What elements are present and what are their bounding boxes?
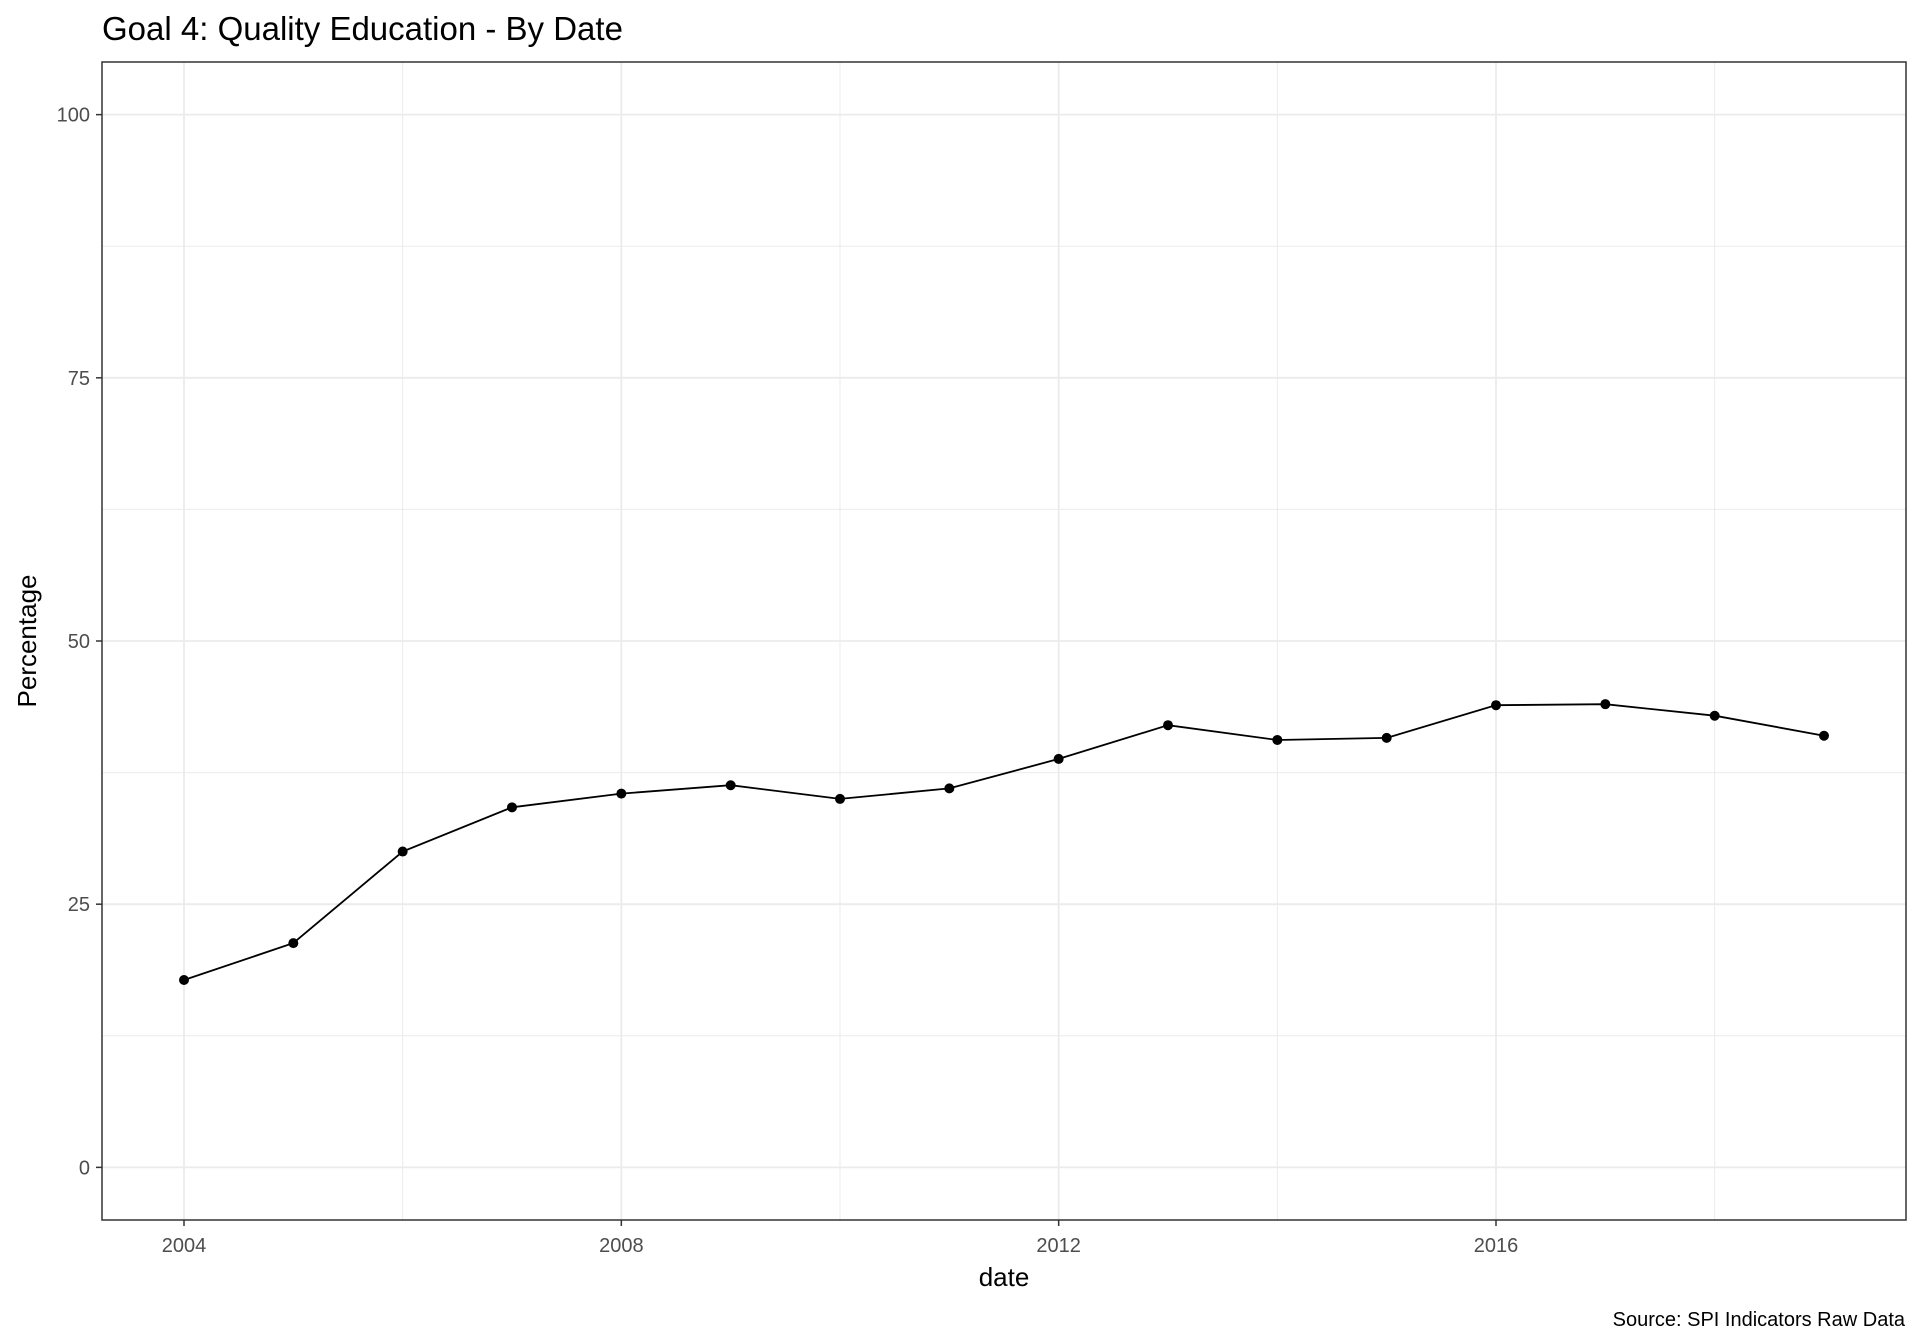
data-point <box>1272 734 1283 745</box>
y-tick-label: 25 <box>68 894 90 916</box>
x-tick-label: 2008 <box>599 1235 644 1257</box>
data-point <box>944 783 955 794</box>
x-tick-label: 2012 <box>1036 1235 1081 1257</box>
x-tick-label: 2016 <box>1474 1235 1519 1257</box>
data-point <box>835 793 845 804</box>
data-point <box>179 974 189 985</box>
data-point <box>1600 699 1611 710</box>
x-tick-label: 2004 <box>162 1235 207 1257</box>
data-point <box>397 846 408 857</box>
y-tick-label: 75 <box>68 368 90 390</box>
data-point <box>507 802 517 813</box>
chart-title: Goal 4: Quality Education - By Date <box>102 10 623 47</box>
axis-ticks: 0 25 50 75 100 2004 2008 2012 2016 <box>57 105 1519 1257</box>
series-line <box>183 703 1825 981</box>
data-point <box>1709 710 1720 721</box>
data-point <box>288 938 299 949</box>
data-point <box>1491 700 1501 711</box>
source-caption: Source: SPI Indicators Raw Data <box>1613 1309 1906 1331</box>
x-axis-label: date <box>979 1262 1030 1292</box>
data-point <box>1163 720 1173 731</box>
y-tick-label: 50 <box>68 631 90 653</box>
y-axis-label: Percentage <box>12 575 42 708</box>
data-point <box>1381 732 1392 743</box>
data-point <box>1819 730 1829 741</box>
data-point <box>725 780 736 791</box>
data-point <box>616 788 627 799</box>
series-layer <box>179 699 1829 985</box>
grid-lines <box>102 62 1906 1220</box>
y-tick-label: 100 <box>57 105 90 127</box>
data-point <box>1053 753 1064 764</box>
y-tick-label: 0 <box>79 1157 90 1179</box>
